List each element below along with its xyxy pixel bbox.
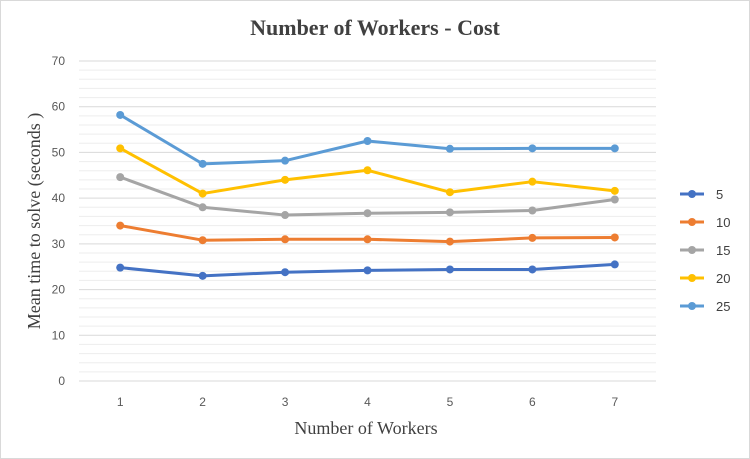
data-point <box>116 263 125 272</box>
data-point <box>198 236 207 245</box>
legend-swatch-marker <box>688 302 696 310</box>
data-point <box>363 166 372 175</box>
y-tick-label: 10 <box>52 328 66 342</box>
legend-swatch-marker <box>688 190 696 198</box>
data-point <box>610 144 619 153</box>
legend-swatch-marker <box>688 274 696 282</box>
data-point <box>363 209 372 218</box>
legend-item-15: 15 <box>680 243 730 258</box>
legend-item-20: 20 <box>680 271 730 286</box>
series-5 <box>116 260 619 280</box>
data-point <box>281 156 290 165</box>
data-point <box>445 208 454 217</box>
data-point <box>445 188 454 197</box>
legend-label: 10 <box>716 215 730 230</box>
y-tick-label: 30 <box>52 237 66 251</box>
data-point <box>281 268 290 277</box>
data-point <box>281 175 290 184</box>
y-tick-label: 0 <box>58 374 65 388</box>
legend-label: 5 <box>716 187 723 202</box>
x-tick-label: 6 <box>529 395 536 409</box>
y-axis-ticks: 0 10 20 30 40 50 60 70 <box>52 54 66 388</box>
data-point <box>528 177 537 186</box>
series-group <box>116 110 619 280</box>
data-point <box>445 265 454 274</box>
y-tick-label: 70 <box>52 54 66 68</box>
data-point <box>610 186 619 195</box>
data-point <box>198 159 207 168</box>
data-point <box>528 265 537 274</box>
chart-title: Number of Workers - Cost <box>250 15 500 40</box>
data-point <box>445 144 454 153</box>
y-tick-label: 20 <box>52 283 66 297</box>
series-20 <box>116 144 619 198</box>
data-point <box>363 235 372 244</box>
data-point <box>610 260 619 269</box>
x-tick-label: 7 <box>611 395 618 409</box>
y-tick-label: 40 <box>52 191 66 205</box>
legend-label: 20 <box>716 271 730 286</box>
legend-label: 15 <box>716 243 730 258</box>
x-tick-label: 5 <box>447 395 454 409</box>
legend-item-5: 5 <box>680 187 723 202</box>
data-point <box>445 237 454 246</box>
data-point <box>281 235 290 244</box>
x-axis-title: Number of Workers <box>294 418 437 438</box>
y-tick-label: 60 <box>52 100 66 114</box>
data-point <box>116 144 125 153</box>
x-tick-label: 3 <box>282 395 289 409</box>
x-tick-label: 1 <box>117 395 124 409</box>
data-point <box>528 233 537 242</box>
data-point <box>198 271 207 280</box>
data-point <box>198 203 207 212</box>
legend-item-25: 25 <box>680 299 730 314</box>
data-point <box>363 137 372 145</box>
data-point <box>116 173 125 182</box>
y-tick-label: 50 <box>52 145 66 159</box>
data-point <box>198 189 207 198</box>
legend-swatch-marker <box>688 218 696 226</box>
legend: 5 10 15 20 25 <box>680 187 730 314</box>
gridlines <box>79 60 656 382</box>
legend-label: 25 <box>716 299 730 314</box>
x-tick-label: 4 <box>364 395 371 409</box>
legend-item-10: 10 <box>680 215 730 230</box>
x-axis-ticks: 1 2 3 4 5 6 7 <box>117 395 619 409</box>
x-tick-label: 2 <box>199 395 206 409</box>
data-point <box>528 144 537 153</box>
data-point <box>281 211 290 220</box>
data-point <box>610 233 619 242</box>
data-point <box>116 221 125 230</box>
series-10 <box>116 221 619 246</box>
y-axis-title: Mean time to solve (seconds ) <box>24 113 45 329</box>
legend-swatch-marker <box>688 246 696 254</box>
data-point <box>610 195 619 204</box>
series-15 <box>116 173 619 220</box>
data-point <box>528 206 537 215</box>
data-point <box>363 266 372 275</box>
series-25 <box>116 110 619 168</box>
data-point <box>116 110 125 119</box>
